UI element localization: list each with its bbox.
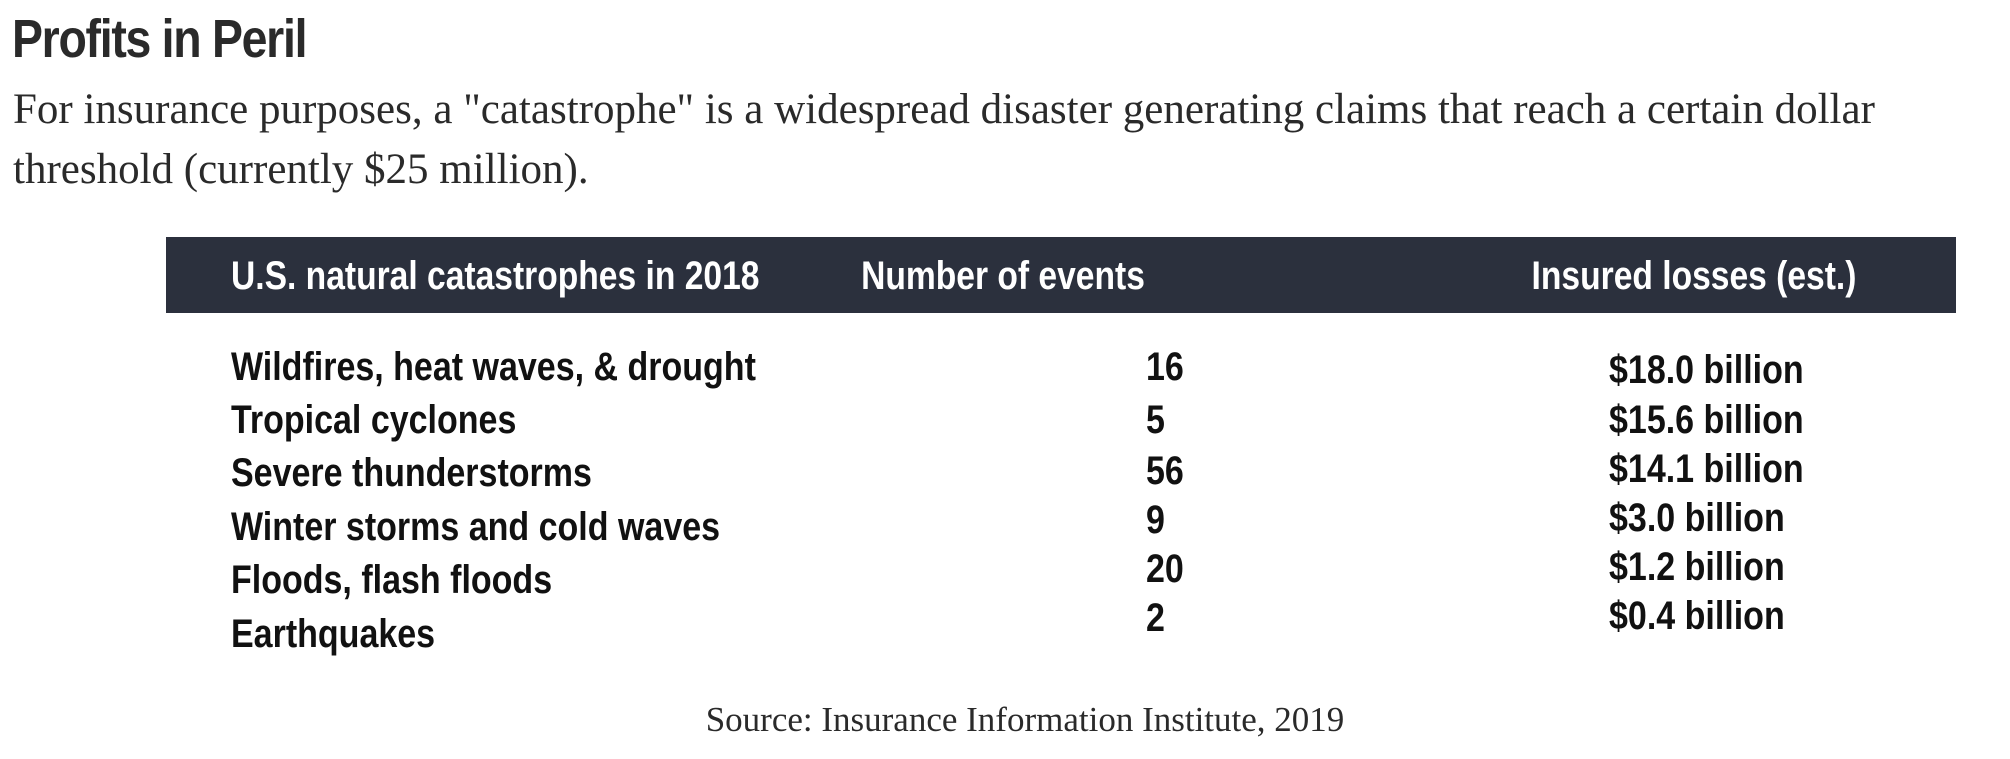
column-header-category: U.S. natural catastrophes in 2018 [231,254,760,298]
source-note: Source: Insurance Information Institute,… [705,700,1345,739]
row-category: Severe thunderstorms [231,451,592,495]
row-insured-losses: $3.0 billion [1609,496,1785,540]
row-insured-losses: $1.2 billion [1609,545,1785,589]
row-insured-losses: $14.1 billion [1609,447,1804,491]
row-event-count: 2 [1146,596,1165,640]
row-event-count: 9 [1146,498,1165,542]
row-category: Winter storms and cold waves [231,505,721,549]
column-header-events-label: Number of events [861,254,1145,298]
row-insured-losses: $0.4 billion [1609,594,1785,638]
table-header: U.S. natural catastrophes in 2018 Number… [166,237,1956,313]
row-category: Floods, flash floods [231,558,553,602]
row-insured-losses: $18.0 billion [1609,348,1804,392]
chart-subtitle: For insurance purposes, a "catastrophe" … [13,86,1875,193]
row-event-count: 56 [1146,449,1184,493]
row-event-count: 5 [1146,398,1165,442]
row-event-count: 20 [1146,547,1184,591]
row-insured-losses: $15.6 billion [1609,398,1804,442]
row-category: Wildfires, heat waves, & drought [231,345,756,389]
chart-title: Profits in Peril [12,9,307,69]
row-category: Earthquakes [231,612,436,656]
column-header-losses-label: Insured losses (est.) [1531,254,1857,298]
row-event-count: 16 [1146,345,1184,389]
row-category: Tropical cyclones [231,398,517,442]
